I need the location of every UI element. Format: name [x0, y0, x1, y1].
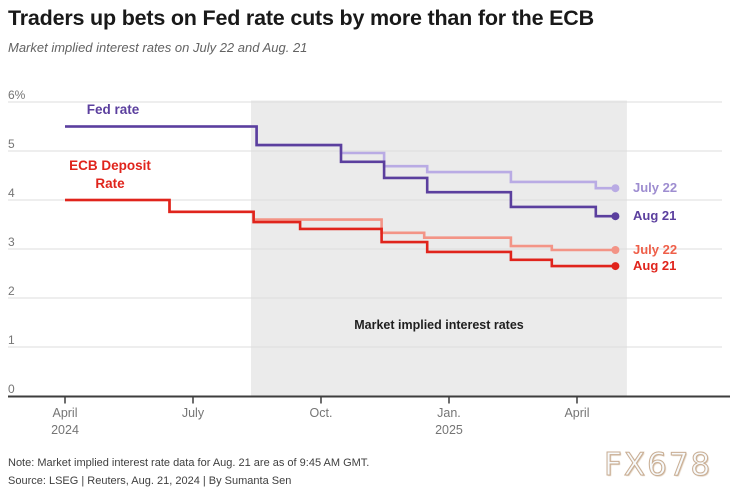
y-axis-label-6: 6% [8, 88, 26, 102]
x-axis-line [8, 395, 730, 404]
series-end-dot-ecb-july22 [611, 246, 620, 254]
y-axis-label-0: 0 [8, 382, 15, 396]
y-axis-label-3: 3 [8, 235, 15, 249]
x-axis-month: April [52, 406, 78, 420]
end-label-fed-july22: July 22 [633, 180, 678, 196]
series-line-ecb-aug21 [65, 198, 616, 268]
y-axis-label-2: 2 [8, 284, 15, 298]
x-axis-month: Jan. [437, 406, 461, 420]
x-axis-label-april-0: April 2024 [30, 405, 100, 439]
y-axis-label-5: 5 [8, 137, 15, 151]
x-axis-year: 2025 [435, 423, 463, 437]
fed-rate-series-label: Fed rate [86, 102, 140, 117]
x-axis-label-jan-3: Jan. 2025 [414, 405, 484, 439]
market-implied-annotation: Market implied interest rates [354, 318, 524, 332]
footnote: Note: Market implied interest rate data … [8, 457, 370, 469]
ecb-deposit-rate-series-label: ECB Deposit Rate [69, 158, 151, 191]
x-axis-year: 2024 [51, 423, 79, 437]
x-axis-label-oct-2: Oct. [286, 405, 356, 422]
end-label-ecb-aug21: Aug 21 [633, 258, 677, 274]
series-end-dot-fed-july22 [611, 184, 620, 193]
x-axis-month: Oct. [309, 406, 333, 420]
series-end-dots [611, 184, 620, 271]
series-line-fed-aug21 [65, 125, 616, 218]
series-end-dot-fed-aug21 [611, 212, 620, 221]
x-axis-label-april-4: April [542, 405, 612, 422]
series-lines [65, 125, 616, 268]
x-axis-month: July [181, 406, 205, 420]
chart-title: Traders up bets on Fed rate cuts by more… [8, 6, 594, 30]
chart-subtitle: Market implied interest rates on July 22… [8, 40, 308, 55]
y-axis-label-1: 1 [8, 333, 15, 347]
y-axis-label-4: 4 [8, 186, 15, 200]
fx678-watermark: FX678 [603, 447, 713, 484]
end-label-ecb-july22: July 22 [633, 241, 678, 257]
source-line: Source: LSEG | Reuters, Aug. 21, 2024 | … [8, 475, 292, 487]
series-end-dot-ecb-aug21 [611, 262, 620, 271]
x-axis-label-july-1: July [158, 405, 228, 422]
end-label-fed-aug21: Aug 21 [633, 208, 677, 224]
x-axis-month: April [564, 406, 590, 420]
